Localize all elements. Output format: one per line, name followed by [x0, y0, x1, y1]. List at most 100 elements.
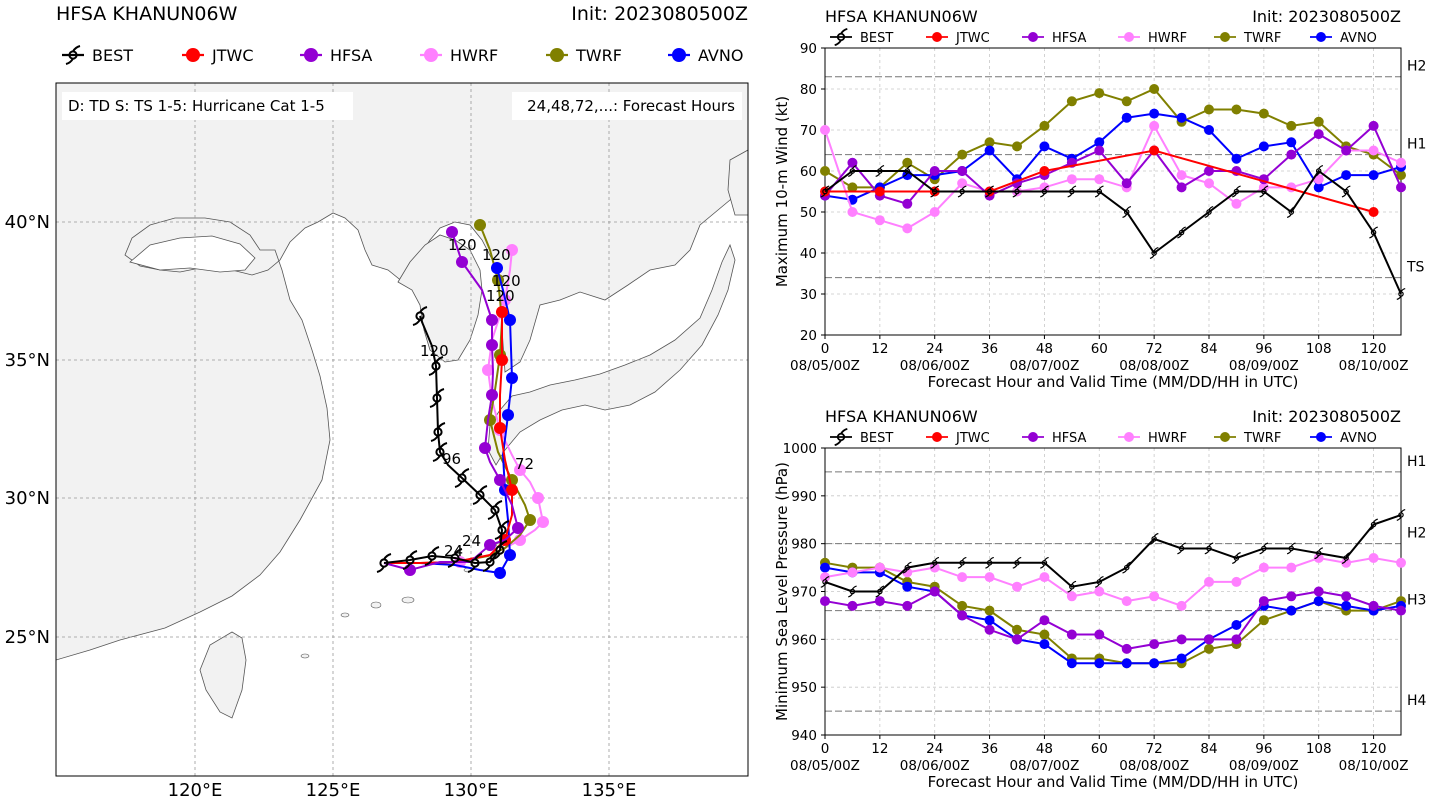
chart-legend: BEST JTWC HFSA HWRF TWRF AVNO [830, 28, 1377, 46]
y-tick-label: 980 [791, 537, 817, 553]
series-best [820, 508, 1406, 598]
y-tick-label: 60 [800, 164, 817, 180]
series-line [824, 124, 1402, 205]
date-label: 08/06/00Z [900, 358, 970, 374]
legend-label: HFSA [330, 46, 372, 65]
hwrf-marker [984, 572, 995, 583]
jtwc-marker [1039, 166, 1050, 176]
legend-marker [550, 48, 564, 62]
hwrf-marker [1066, 174, 1077, 185]
x-tick-label: 60 [1091, 741, 1108, 757]
date-label: 08/07/00Z [1009, 358, 1079, 374]
x-tick-label: 0 [821, 341, 830, 357]
x-tick-label: 60 [1091, 341, 1108, 357]
avno-marker [984, 615, 995, 626]
hwrf-marker [847, 207, 858, 217]
x-tick-label: 84 [1200, 741, 1217, 757]
legend-marker [304, 48, 318, 62]
series-line [824, 87, 1402, 189]
series-line [824, 566, 1402, 665]
chart-legend-item-jtwc: JTWC [926, 31, 990, 46]
legend-marker [1124, 432, 1134, 442]
chart-legend-item-hwrf: HWRF [1118, 31, 1187, 46]
legend-label: HWRF [1148, 431, 1187, 446]
track-label: 72 [515, 455, 534, 473]
lat-label: 25°N [5, 627, 50, 648]
legend-label: JTWC [955, 31, 990, 46]
legend-label: AVNO [1340, 431, 1377, 446]
chart-legend-item-best: BEST [830, 428, 893, 446]
avno-marker [1286, 605, 1297, 616]
hwrf-marker [957, 178, 968, 189]
land-asia [56, 83, 748, 661]
legend-label: AVNO [1340, 31, 1377, 46]
track-label: 24 [462, 532, 481, 550]
track-label: 120 [420, 342, 449, 360]
y-tick-label: 950 [791, 680, 817, 696]
x-tick-label: 36 [981, 741, 998, 757]
jtwc-marker [1149, 145, 1160, 156]
hwrf-marker [1066, 591, 1077, 602]
ref-line-label: TS [1406, 260, 1425, 276]
hwrf-marker [1368, 145, 1379, 156]
hfsa-marker [847, 600, 858, 611]
twrf-marker [1012, 141, 1022, 152]
twrf-marker [902, 157, 913, 168]
date-label: 08/10/00Z [1339, 358, 1409, 374]
hfsa-marker [1094, 629, 1105, 640]
legend-marker [1124, 32, 1134, 42]
chart-title: HFSA KHANUN06W [825, 7, 978, 26]
lon-label: 125°E [306, 780, 361, 800]
hwrf-marker [820, 572, 830, 583]
hfsa-marker [1231, 634, 1242, 645]
twrf-marker [1066, 96, 1077, 107]
x-tick-label: 24 [926, 741, 943, 757]
legend-label: JTWC [211, 46, 253, 65]
twrf-marker [1204, 104, 1214, 115]
hfsa-marker [1204, 634, 1214, 645]
avno-marker [1313, 182, 1324, 193]
chart-legend-item-hfsa: HFSA [1022, 31, 1087, 46]
track-label: 120 [486, 287, 515, 305]
date-label: 08/09/00Z [1229, 758, 1299, 774]
hwrf-marker [1094, 174, 1105, 185]
x-tick-label: 12 [871, 341, 888, 357]
track-hour-labels: 120 120 120 120 120 96 72 24 24 [420, 236, 534, 560]
hwrf-marker [1012, 581, 1022, 592]
pressure-chart: HFSA KHANUN06W Init: 2023080500Z BEST JTWC H… [773, 407, 1427, 791]
legend-label: TWRF [575, 46, 622, 65]
chart-legend-item-avno: AVNO [1310, 431, 1377, 446]
hfsa-marker [874, 596, 885, 607]
hwrf-marker [1396, 557, 1406, 568]
hwrf-marker [847, 567, 858, 578]
avno-marker [1149, 108, 1160, 119]
chart-legend-item-twrf: TWRF [1214, 31, 1281, 46]
avno-marker [1204, 125, 1214, 135]
hwrf-marker [1176, 170, 1187, 181]
avno-marker [1368, 170, 1379, 181]
y-tick-label: 20 [800, 328, 817, 344]
legend-marker [1316, 432, 1326, 442]
y-tick-label: 70 [800, 123, 817, 139]
date-label: 08/05/00Z [790, 758, 860, 774]
land-hokkaido [727, 149, 748, 216]
x-tick-label: 24 [926, 341, 943, 357]
category-reference-lines: H2 H1 TS [825, 59, 1426, 279]
hwrf-marker [1368, 553, 1379, 564]
map-legend-item-jtwc: JTWC [182, 46, 253, 65]
chart-legend-item-hwrf: HWRF [1118, 431, 1187, 446]
series-line [824, 556, 1402, 607]
land-japan [487, 243, 736, 466]
series-best [820, 165, 1406, 300]
hwrf-marker [1039, 572, 1050, 583]
avno-marker [1258, 141, 1269, 152]
track-label: 24 [444, 542, 463, 560]
hwrf-marker [1094, 586, 1105, 597]
hfsa-marker [929, 166, 940, 176]
hfsa-marker [820, 596, 830, 607]
hfsa-marker [1258, 596, 1269, 607]
x-tick-label: 72 [1146, 741, 1163, 757]
avno-marker [1066, 658, 1077, 669]
wind-chart: HFSA KHANUN06W Init: 2023080500Z BEST JTWC H… [773, 7, 1426, 391]
y-axis-label: Maximum 10-m Wind (kt) [773, 96, 791, 287]
